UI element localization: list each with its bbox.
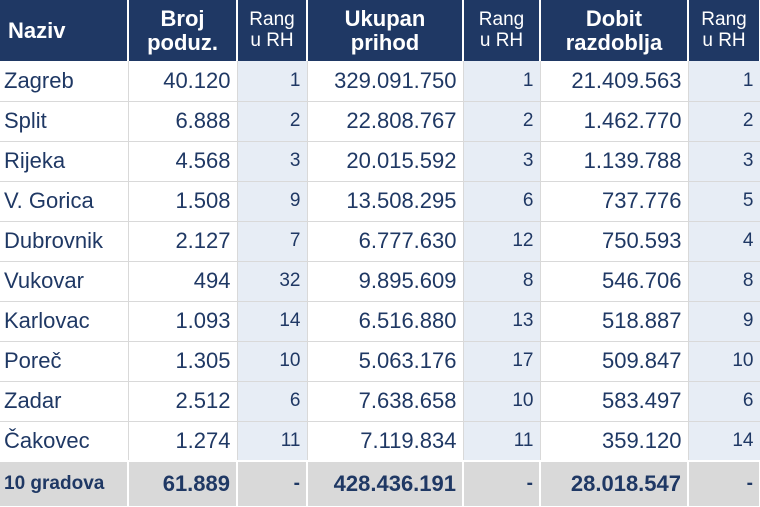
cell-dobit-razdoblja: 21.409.563	[540, 61, 689, 102]
cell-rang-dobit: 14	[688, 421, 760, 462]
table-row: Poreč 1.305 10 5.063.176 17 509.847 10	[0, 341, 760, 382]
cell-rang-prihod: 10	[463, 381, 541, 422]
cell-broj-poduzeca: 494	[128, 261, 238, 302]
total-rang-broj: -	[237, 460, 308, 506]
header-naziv: Naziv	[0, 0, 129, 61]
cell-broj-poduzeca: 40.120	[128, 61, 238, 102]
cell-broj-poduzeca: 1.093	[128, 301, 238, 342]
cell-dobit-razdoblja: 546.706	[540, 261, 689, 302]
table-row: Čakovec 1.274 11 7.119.834 11 359.120 14	[0, 421, 760, 462]
cell-ukupan-prihod: 22.808.767	[307, 101, 464, 142]
cell-rang-dobit: 8	[688, 261, 760, 302]
cell-rang-prihod: 13	[463, 301, 541, 342]
cell-rang-prihod: 12	[463, 221, 541, 262]
table-row: Vukovar 494 32 9.895.609 8 546.706 8	[0, 261, 760, 302]
cell-ukupan-prihod: 5.063.176	[307, 341, 464, 382]
cell-broj-poduzeca: 2.512	[128, 381, 238, 422]
cell-rang-prihod: 3	[463, 141, 541, 182]
table-row: Zadar 2.512 6 7.638.658 10 583.497 6	[0, 381, 760, 422]
cell-dobit-razdoblja: 509.847	[540, 341, 689, 382]
cell-rang-broj: 14	[237, 301, 308, 342]
table-row: Rijeka 4.568 3 20.015.592 3 1.139.788 3	[0, 141, 760, 182]
cell-rang-broj: 32	[237, 261, 308, 302]
header-dobit-razdoblja: Dobit razdoblja	[540, 0, 689, 61]
cell-broj-poduzeca: 1.274	[128, 421, 238, 462]
cell-ukupan-prihod: 9.895.609	[307, 261, 464, 302]
total-dobit: 28.018.547	[540, 460, 689, 506]
cell-rang-dobit: 9	[688, 301, 760, 342]
cell-dobit-razdoblja: 518.887	[540, 301, 689, 342]
cell-naziv: Zadar	[0, 381, 129, 422]
cell-rang-dobit: 10	[688, 341, 760, 382]
cell-naziv: V. Gorica	[0, 181, 129, 222]
cell-naziv: Dubrovnik	[0, 221, 129, 262]
cell-rang-broj: 10	[237, 341, 308, 382]
cell-dobit-razdoblja: 1.139.788	[540, 141, 689, 182]
cell-naziv: Poreč	[0, 341, 129, 382]
cell-rang-dobit: 6	[688, 381, 760, 422]
cell-rang-broj: 7	[237, 221, 308, 262]
cell-rang-dobit: 1	[688, 61, 760, 102]
cell-naziv: Zagreb	[0, 61, 129, 102]
table-row: Karlovac 1.093 14 6.516.880 13 518.887 9	[0, 301, 760, 342]
cell-dobit-razdoblja: 583.497	[540, 381, 689, 422]
table-row: Zagreb 40.120 1 329.091.750 1 21.409.563 1	[0, 61, 760, 102]
cell-ukupan-prihod: 6.777.630	[307, 221, 464, 262]
total-row: 10 gradova 61.889 - 428.436.191 - 28.018…	[0, 460, 760, 506]
cell-dobit-razdoblja: 750.593	[540, 221, 689, 262]
cell-naziv: Karlovac	[0, 301, 129, 342]
cell-rang-dobit: 4	[688, 221, 760, 262]
cell-rang-prihod: 2	[463, 101, 541, 142]
cell-rang-prihod: 8	[463, 261, 541, 302]
cell-broj-poduzeca: 1.305	[128, 341, 238, 382]
cell-dobit-razdoblja: 359.120	[540, 421, 689, 462]
cell-rang-broj: 6	[237, 381, 308, 422]
total-rang-prihod: -	[463, 460, 541, 506]
cell-rang-prihod: 6	[463, 181, 541, 222]
cell-rang-dobit: 3	[688, 141, 760, 182]
cell-naziv: Rijeka	[0, 141, 129, 182]
cell-broj-poduzeca: 1.508	[128, 181, 238, 222]
header-ukupan-prihod: Ukupan prihod	[307, 0, 464, 61]
header-row: Naziv Broj poduz. Rang u RH Ukupan prihod R…	[0, 0, 760, 61]
cell-ukupan-prihod: 7.638.658	[307, 381, 464, 422]
cell-rang-broj: 2	[237, 101, 308, 142]
table-row: Dubrovnik 2.127 7 6.777.630 12 750.593 4	[0, 221, 760, 262]
cell-broj-poduzeca: 6.888	[128, 101, 238, 142]
cell-rang-dobit: 5	[688, 181, 760, 222]
cell-rang-prihod: 17	[463, 341, 541, 382]
cell-rang-dobit: 2	[688, 101, 760, 142]
header-rang-broj: Rang u RH	[237, 0, 308, 61]
cell-rang-broj: 9	[237, 181, 308, 222]
cell-ukupan-prihod: 7.119.834	[307, 421, 464, 462]
cell-naziv: Vukovar	[0, 261, 129, 302]
header-broj-poduzeca: Broj poduz.	[128, 0, 238, 61]
cell-broj-poduzeca: 4.568	[128, 141, 238, 182]
total-broj: 61.889	[128, 460, 238, 506]
cell-dobit-razdoblja: 1.462.770	[540, 101, 689, 142]
cell-ukupan-prihod: 6.516.880	[307, 301, 464, 342]
cell-dobit-razdoblja: 737.776	[540, 181, 689, 222]
cell-rang-broj: 3	[237, 141, 308, 182]
cell-ukupan-prihod: 329.091.750	[307, 61, 464, 102]
cell-ukupan-prihod: 20.015.592	[307, 141, 464, 182]
cell-rang-prihod: 11	[463, 421, 541, 462]
cell-ukupan-prihod: 13.508.295	[307, 181, 464, 222]
header-rang-prihod: Rang u RH	[463, 0, 541, 61]
cell-rang-broj: 11	[237, 421, 308, 462]
total-rang-dobit: -	[688, 460, 760, 506]
cell-rang-broj: 1	[237, 61, 308, 102]
cell-broj-poduzeca: 2.127	[128, 221, 238, 262]
total-prihod: 428.436.191	[307, 460, 464, 506]
table-row: Split 6.888 2 22.808.767 2 1.462.770 2	[0, 101, 760, 142]
total-name: 10 gradova	[0, 460, 129, 506]
cell-naziv: Čakovec	[0, 421, 129, 462]
table-row: V. Gorica 1.508 9 13.508.295 6 737.776 5	[0, 181, 760, 222]
cell-naziv: Split	[0, 101, 129, 142]
cell-rang-prihod: 1	[463, 61, 541, 102]
header-rang-dobit: Rang u RH	[688, 0, 760, 61]
